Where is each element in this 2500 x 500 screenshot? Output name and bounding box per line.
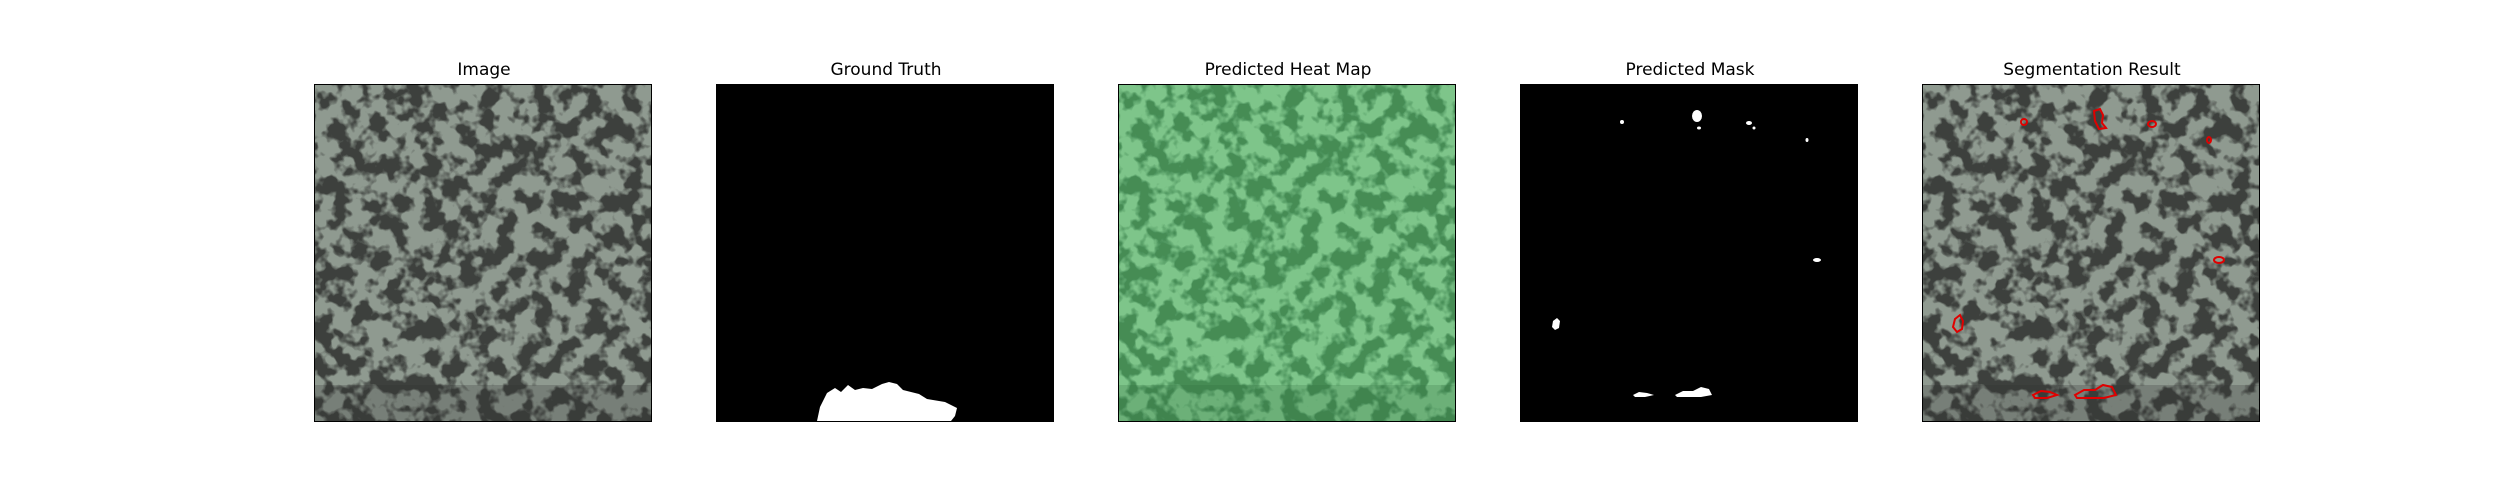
ground-truth-canvas bbox=[717, 85, 1053, 421]
heat-map-image bbox=[1118, 84, 1456, 422]
pred-blob bbox=[1633, 392, 1654, 397]
segmentation-contour bbox=[2213, 256, 2225, 264]
ground-truth-defect-region bbox=[817, 382, 957, 421]
segmentation-contour bbox=[2020, 118, 2028, 126]
segmentation-contour bbox=[2073, 383, 2118, 399]
pred-blob bbox=[1620, 120, 1624, 124]
pred-blob bbox=[1675, 387, 1712, 397]
segmentation-contour bbox=[2092, 107, 2108, 131]
panel-title-heat-map: Predicted Heat Map bbox=[1204, 60, 1372, 80]
segmentation-contour bbox=[1951, 313, 1965, 334]
panel-title-ground-truth: Ground Truth bbox=[830, 60, 942, 80]
segmentation-contour bbox=[2031, 389, 2060, 399]
pred-blob bbox=[1752, 126, 1756, 130]
segmentation-contour bbox=[2147, 120, 2157, 128]
segmentation-contour bbox=[2206, 136, 2212, 144]
pred-blob bbox=[1552, 318, 1560, 330]
pred-blob bbox=[1697, 126, 1701, 130]
pred-blob bbox=[1813, 258, 1821, 262]
heat-map-canvas bbox=[1119, 85, 1455, 421]
panel-title-image: Image bbox=[457, 60, 511, 80]
predicted-mask-canvas bbox=[1521, 85, 1857, 421]
ground-truth-mask bbox=[716, 84, 1054, 422]
predicted-mask bbox=[1520, 84, 1858, 422]
texture-image-canvas bbox=[315, 85, 651, 421]
segmentation-canvas bbox=[1923, 85, 2259, 421]
panel-title-pred-mask: Predicted Mask bbox=[1625, 60, 1755, 80]
pred-blob bbox=[1692, 110, 1702, 122]
pred-blob bbox=[1746, 121, 1752, 125]
pred-blob bbox=[1805, 138, 1809, 142]
panel-title-segmentation: Segmentation Result bbox=[2003, 60, 2181, 80]
segmentation-result-image bbox=[1922, 84, 2260, 422]
texture-image bbox=[314, 84, 652, 422]
